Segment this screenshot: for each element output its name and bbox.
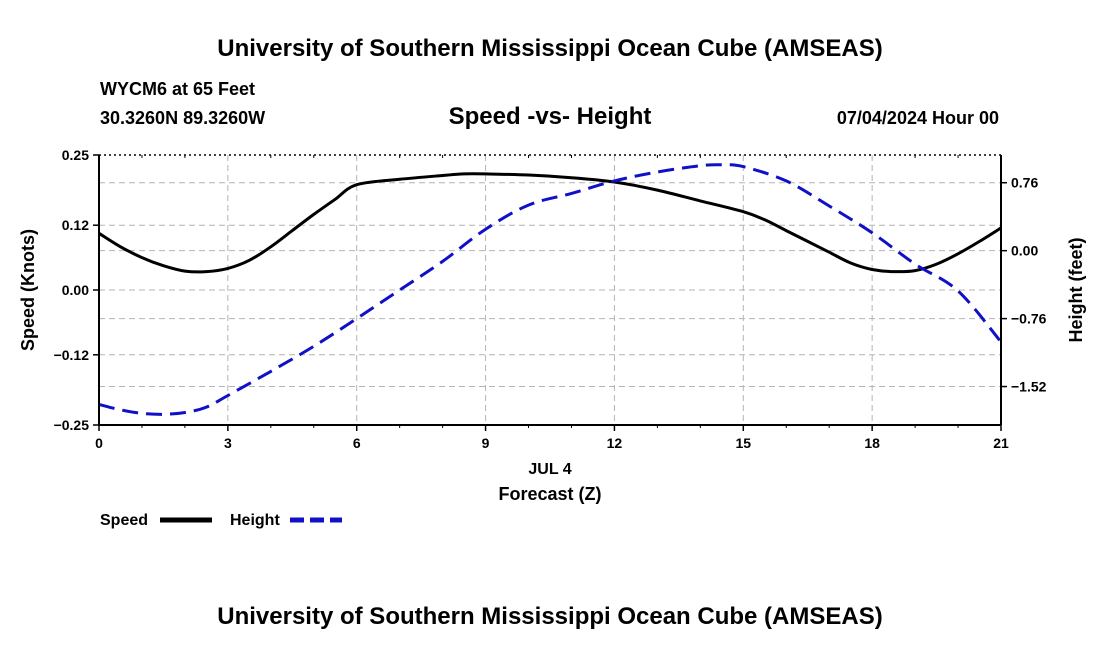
x-tick-label: 0	[95, 435, 103, 451]
series-layer	[98, 163, 1003, 416]
station-label: WYCM6 at 65 Feet	[100, 79, 255, 99]
x-tick-label: 15	[735, 435, 751, 451]
y-left-tick-label: −0.12	[54, 347, 90, 363]
y-right-tick-label: −0.76	[1011, 311, 1047, 327]
x-tick-label: 9	[482, 435, 490, 451]
y-right-tick-label: 0.76	[1011, 175, 1038, 191]
series-line-height	[98, 163, 1003, 416]
x-tick-label: 3	[224, 435, 232, 451]
footer-title: University of Southern Mississippi Ocean…	[217, 603, 882, 630]
x-tick-label: 21	[993, 435, 1009, 451]
x-axis-title: Forecast (Z)	[498, 484, 601, 504]
legend-height-label: Height	[230, 512, 280, 529]
legend: Speed Height	[100, 512, 342, 529]
y-left-tick-label: 0.00	[62, 282, 89, 298]
x-tick-label: 6	[353, 435, 361, 451]
plot-title: Speed -vs- Height	[449, 103, 652, 130]
grid	[99, 155, 1001, 425]
x-tick-label: 18	[864, 435, 880, 451]
datetime-label: 07/04/2024 Hour 00	[837, 108, 999, 128]
y-right-tick-label: 0.00	[1011, 243, 1038, 259]
x-date-label: JUL 4	[528, 461, 571, 478]
y-right-axis-title: Height (feet)	[1066, 238, 1086, 343]
y-left-tick-label: −0.25	[54, 417, 90, 433]
y-left-axis-title: Speed (Knots)	[18, 229, 38, 351]
y-left-tick-label: 0.25	[62, 147, 89, 163]
series-line-speed	[98, 172, 1002, 274]
y-right-tick-label: −1.52	[1011, 379, 1047, 395]
legend-speed-label: Speed	[100, 512, 148, 529]
x-tick-label: 12	[607, 435, 623, 451]
header-title: University of Southern Mississippi Ocean…	[217, 35, 882, 62]
axes: 0 3 6 9 12 15 18 21 −0.25 −0.12 0.00 0.12 0.25 0.76 0.…	[54, 147, 1047, 451]
coords-label: 30.3260N 89.3260W	[100, 108, 265, 128]
y-left-tick-label: 0.12	[62, 217, 89, 233]
